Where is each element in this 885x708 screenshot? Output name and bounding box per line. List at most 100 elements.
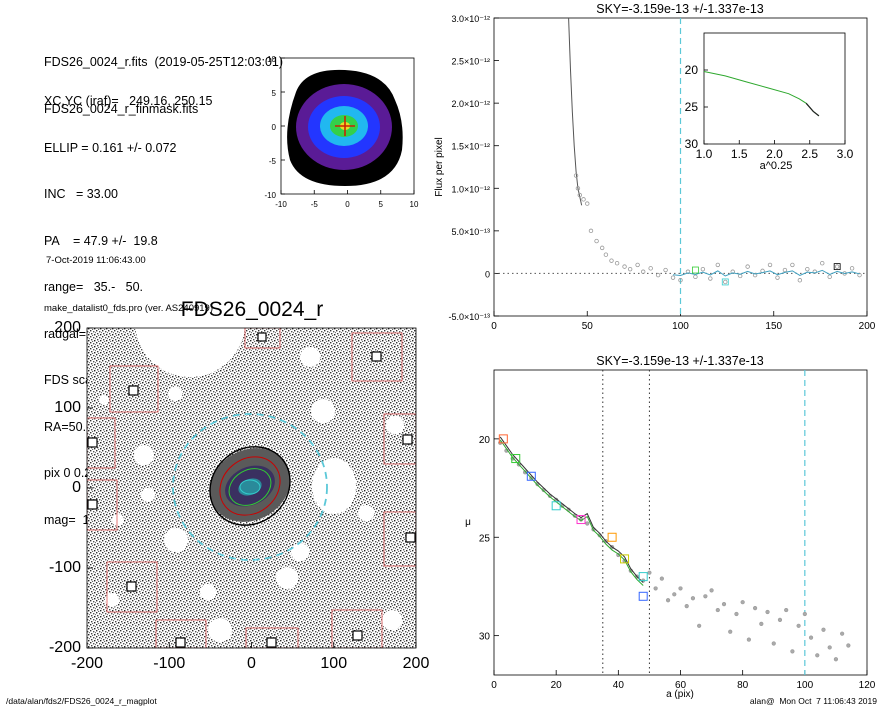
image-panel: FDS26_0024_r (49, 298, 429, 672)
mu-point (672, 592, 677, 597)
star-marker (402, 434, 413, 445)
mu-point (821, 627, 826, 632)
footer-path: /data/alan/fds2/FDS26_0024_r_magplot (6, 696, 157, 706)
image-y-tick-label: -100 (49, 559, 81, 576)
flux-point (782, 267, 788, 273)
mu-profile-line (499, 436, 644, 583)
mu-point (846, 643, 851, 648)
flux-y-tick-label: 5.0×10⁻¹³ (451, 227, 490, 237)
mu-point (765, 609, 770, 615)
header-mask-line: FDS26_0024_r_finmask.fits (44, 101, 199, 116)
thumb-y-tick-label: 10 (267, 55, 276, 64)
flux-point (678, 278, 683, 283)
mu-point (659, 576, 664, 581)
image-y-tick-label: 100 (54, 399, 81, 416)
flux-y-tick-label: 3.0×10⁻¹² (451, 14, 490, 24)
thumb-y-tick-label: 0 (272, 123, 277, 132)
param-pa: PA = 47.9 +/- 19.8 (44, 233, 158, 248)
mask-13 (168, 387, 182, 401)
thumb-axis-ticks: -10 -5 0 5 10 10 5 0 -5 -10 (264, 55, 419, 209)
star-box (109, 365, 159, 413)
flux-point (581, 197, 586, 202)
flux-point (614, 261, 620, 266)
star-marker (257, 332, 267, 342)
mu-point (746, 637, 751, 642)
flux-point (812, 269, 817, 274)
mu-point (703, 594, 708, 599)
mask-10 (208, 618, 232, 642)
mask-1 (300, 347, 320, 367)
image-axis-ticks: -200 -100 0 100 200 200 100 0 -100 -200 (49, 319, 429, 672)
mu-frame (493, 369, 868, 676)
flux-point (641, 269, 646, 274)
mu-point (734, 611, 739, 617)
image-x-tick-label: -100 (153, 655, 185, 672)
inset-y-tick-label: 25 (685, 100, 699, 114)
star-box (155, 619, 207, 648)
flux-profile-line (568, 18, 583, 206)
inset-frame (703, 32, 846, 145)
flux-point (857, 272, 862, 278)
mu-x-tick-label: 0 (491, 680, 497, 691)
flux-point (834, 264, 840, 269)
image-x-tick-label: 0 (247, 655, 256, 672)
image-y-tick-label: -200 (49, 639, 81, 656)
flux-point (609, 258, 614, 263)
thumb-y-tick-label: -5 (269, 157, 277, 166)
flux-point (599, 245, 605, 251)
star-box (87, 479, 118, 531)
image-x-tick-label: 200 (403, 655, 430, 672)
mu-point (777, 617, 783, 623)
header-lines: FDS26_0024_r.fits (2019-05-25T12:03:01) … (44, 24, 283, 133)
flux-x-tick-label: 100 (672, 321, 689, 332)
flux-point (737, 273, 743, 279)
mask-8 (276, 567, 298, 589)
flux-point (723, 279, 728, 285)
flux-point (622, 264, 627, 269)
image-y-tick-label: 0 (72, 479, 81, 496)
mu-point (697, 623, 702, 628)
inset-x-tick-label: 1.5 (731, 147, 748, 161)
flux-point (797, 278, 803, 283)
star-marker (87, 499, 98, 510)
mu-box (607, 532, 617, 542)
flux-title: SKY=-3.159e-13 +/-1.337e-13 (596, 2, 764, 16)
mu-point (840, 631, 845, 636)
param-ellip: ELLIP = 0.161 +/- 0.072 (44, 140, 177, 155)
flux-x-tick-label: 200 (859, 321, 876, 332)
flux-point (805, 266, 810, 272)
mu-point (678, 586, 683, 591)
mu-point (740, 600, 745, 605)
flux-point (577, 192, 582, 198)
image-x-tick-label: -200 (71, 655, 103, 672)
flux-data (494, 18, 867, 316)
star-marker (266, 637, 277, 648)
mu-box (551, 501, 561, 511)
mu-y-tick-label: 25 (479, 533, 491, 544)
fit-ellipse-core (239, 479, 261, 495)
flux-point (655, 272, 661, 278)
thumb-y-tick-label: -10 (264, 191, 276, 200)
mu-point (721, 602, 727, 607)
mu-title: SKY=-3.159e-13 +/-1.337e-13 (596, 354, 764, 368)
inset-profile-tail (805, 102, 820, 117)
footer-stamp: alan@ Mon Oct 7 11:06:43 2019 (749, 696, 877, 706)
flux-y-tick-label: 1.5×10⁻¹² (451, 142, 490, 152)
radgal-ellipse (172, 413, 328, 561)
flux-point (635, 262, 640, 268)
star-box (331, 609, 383, 648)
mu-point (585, 521, 590, 526)
inset-xlabel: a^0.25 (760, 160, 793, 172)
flux-point (588, 228, 594, 234)
mask-4 (141, 488, 155, 502)
flux-point (820, 261, 825, 266)
thumb-x-tick-label: 0 (345, 200, 350, 209)
star-box (87, 417, 116, 469)
mu-point (752, 605, 758, 611)
flux-point (775, 275, 780, 280)
mask-14 (358, 505, 374, 521)
header-program: make_datalist0_fds.pro (ver. AS240919) (44, 303, 213, 314)
inset-x-tick-label: 2.5 (801, 147, 818, 161)
mu-y-tick-label: 20 (479, 435, 491, 446)
